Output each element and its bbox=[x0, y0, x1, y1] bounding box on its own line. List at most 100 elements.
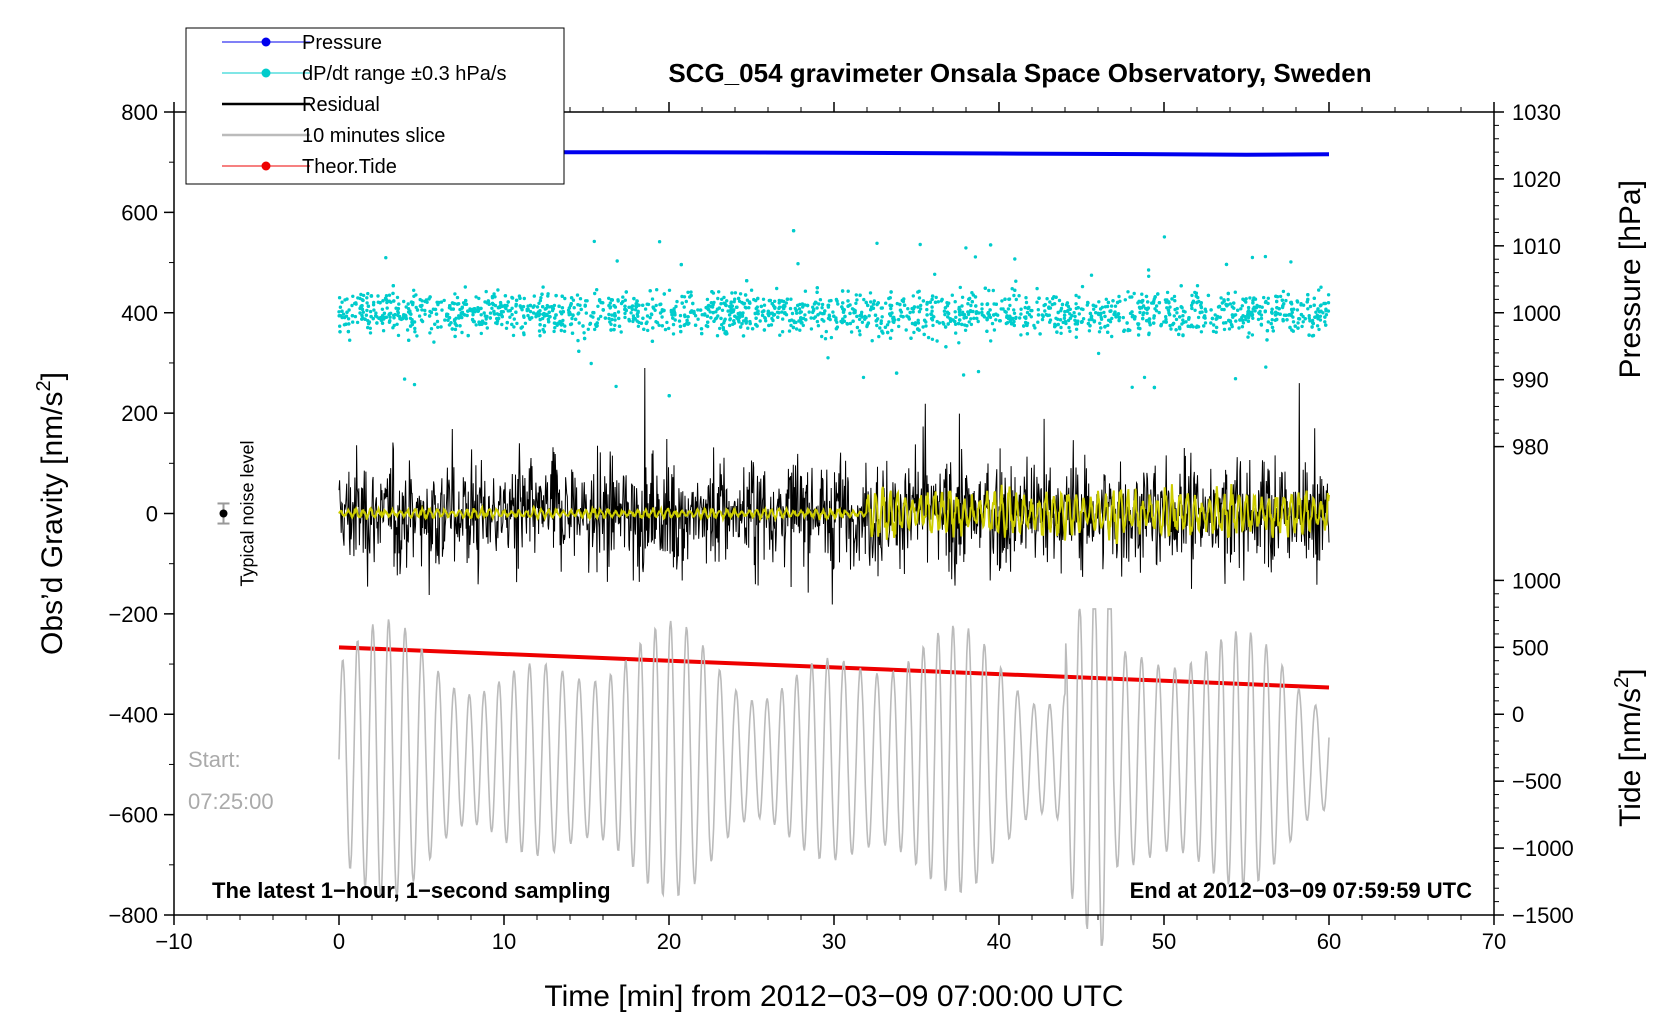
dpdt-point bbox=[880, 315, 884, 319]
dpdt-point bbox=[895, 301, 899, 306]
dpdt-point bbox=[723, 303, 728, 307]
dpdt-point bbox=[1133, 315, 1137, 319]
dpdt-point bbox=[1318, 314, 1323, 318]
dpdt-point bbox=[657, 240, 662, 244]
dpdt-point bbox=[824, 329, 828, 334]
residual-filtered-line bbox=[338, 483, 1330, 545]
dpdt-point bbox=[1289, 307, 1294, 312]
dpdt-point bbox=[839, 319, 843, 324]
dpdt-point bbox=[1234, 319, 1238, 323]
x-axis-title: Time [min] from 2012−03−09 07:00:00 UTC bbox=[544, 980, 1123, 1013]
dpdt-point bbox=[1062, 316, 1067, 320]
dpdt-point bbox=[359, 292, 363, 297]
pressure-tick-label: 1010 bbox=[1512, 234, 1561, 259]
dpdt-point bbox=[1232, 313, 1237, 317]
dpdt-point bbox=[538, 309, 542, 313]
dpdt-point bbox=[563, 296, 567, 301]
dpdt-point bbox=[699, 327, 704, 331]
dpdt-point bbox=[974, 310, 979, 314]
dpdt-point bbox=[1164, 317, 1168, 322]
legend-label: Residual bbox=[302, 94, 380, 116]
dpdt-point bbox=[413, 330, 417, 334]
dpdt-point bbox=[560, 306, 565, 310]
dpdt-point bbox=[1110, 334, 1114, 339]
dpdt-point bbox=[1274, 294, 1278, 298]
dpdt-point bbox=[455, 302, 460, 306]
dpdt-point bbox=[468, 307, 472, 311]
dpdt-point bbox=[471, 307, 475, 312]
dpdt-point bbox=[607, 296, 611, 300]
dpdt-point bbox=[402, 377, 407, 381]
dpdt-point bbox=[1012, 311, 1017, 315]
dpdt-point bbox=[1025, 310, 1030, 315]
dpdt-point bbox=[496, 316, 501, 321]
dpdt-point bbox=[518, 304, 522, 308]
dpdt-point bbox=[394, 306, 398, 310]
dpdt-point bbox=[795, 311, 799, 315]
dpdt-point bbox=[1146, 300, 1150, 304]
dpdt-point bbox=[1064, 321, 1068, 326]
dpdt-point bbox=[528, 317, 532, 321]
dpdt-point bbox=[1194, 291, 1199, 295]
dpdt-point bbox=[348, 338, 352, 342]
dpdt-point bbox=[1270, 325, 1275, 330]
dpdt-point bbox=[1099, 326, 1103, 330]
dpdt-point bbox=[1307, 314, 1311, 318]
dpdt-point bbox=[1240, 325, 1245, 329]
dpdt-point bbox=[521, 304, 526, 309]
dpdt-point bbox=[1010, 287, 1014, 291]
dpdt-point bbox=[775, 310, 780, 314]
dpdt-point bbox=[777, 305, 782, 309]
dpdt-point bbox=[1141, 304, 1146, 308]
residual-line bbox=[338, 367, 1330, 605]
dpdt-point bbox=[1278, 294, 1283, 299]
dpdt-point bbox=[512, 325, 516, 329]
dpdt-point bbox=[665, 320, 669, 325]
dpdt-point bbox=[1214, 325, 1219, 330]
dpdt-point bbox=[1310, 318, 1315, 323]
dpdt-point bbox=[503, 294, 508, 298]
dpdt-point bbox=[887, 320, 891, 324]
dpdt-point bbox=[408, 311, 412, 315]
dpdt-point bbox=[396, 333, 401, 338]
dpdt-point bbox=[1323, 315, 1327, 319]
dpdt-point bbox=[464, 302, 468, 306]
dpdt-point bbox=[885, 323, 890, 327]
dpdt-point bbox=[1123, 298, 1128, 302]
dpdt-point bbox=[445, 314, 449, 318]
dpdt-point bbox=[818, 298, 823, 302]
dpdt-point bbox=[1181, 318, 1185, 322]
dpdt-point bbox=[682, 295, 687, 299]
dpdt-point bbox=[760, 313, 765, 318]
dpdt-point bbox=[436, 325, 440, 329]
dpdt-point bbox=[1290, 310, 1294, 315]
dpdt-point bbox=[788, 306, 793, 311]
dpdt-point bbox=[480, 319, 485, 323]
dpdt-point bbox=[1289, 300, 1293, 305]
dpdt-point bbox=[940, 297, 944, 302]
dpdt-point bbox=[1324, 307, 1328, 311]
dpdt-point bbox=[809, 316, 813, 320]
y-left-tick-label: 0 bbox=[146, 502, 158, 527]
dpdt-point bbox=[535, 305, 540, 309]
dpdt-point bbox=[925, 307, 929, 312]
y-left-tick-label: 400 bbox=[121, 301, 158, 326]
dpdt-point bbox=[1195, 284, 1200, 288]
dpdt-point bbox=[738, 325, 743, 329]
dpdt-point bbox=[889, 306, 893, 311]
dpdt-point bbox=[1047, 306, 1051, 310]
dpdt-point bbox=[1065, 309, 1070, 313]
dpdt-point bbox=[759, 304, 763, 309]
pressure-tick-label: 1000 bbox=[1512, 301, 1561, 326]
dpdt-point bbox=[1251, 301, 1255, 305]
dpdt-point bbox=[547, 305, 551, 309]
dpdt-point bbox=[1280, 298, 1285, 302]
dpdt-point bbox=[756, 296, 760, 301]
dpdt-point bbox=[497, 313, 501, 317]
legend-swatch-dot bbox=[261, 37, 271, 47]
dpdt-point bbox=[669, 308, 673, 313]
x-tick-label: 60 bbox=[1317, 929, 1341, 954]
dpdt-point bbox=[623, 315, 627, 320]
tide-tick-label: −500 bbox=[1512, 769, 1562, 794]
dpdt-point bbox=[958, 313, 962, 317]
